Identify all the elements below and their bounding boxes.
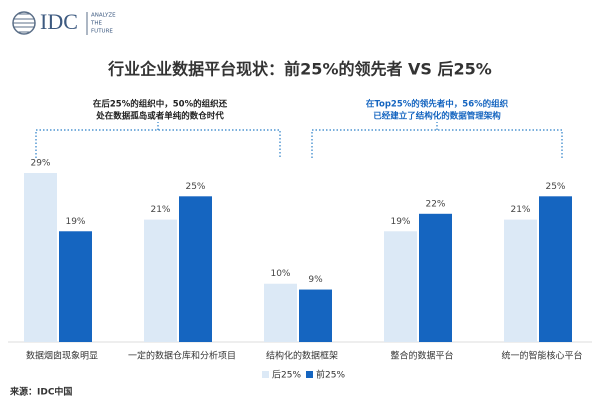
x-tick-label: 数据烟囱现象明显: [26, 350, 98, 362]
bar: [384, 231, 417, 342]
x-tick-label: 整合的数据平台: [390, 350, 453, 362]
legend-label: 前25%: [316, 369, 345, 381]
logo-lines: [13, 13, 35, 33]
bracket: [311, 122, 563, 158]
logo-tagline: ANALYZE: [91, 13, 116, 19]
annotation: 在Top25%的领先者中，56%的组织: [366, 99, 509, 110]
legend-swatch: [306, 371, 313, 378]
annotation: 处在数据孤岛或者单纯的数仓时代: [95, 111, 224, 122]
logo-text: IDC: [40, 9, 78, 34]
legend-swatch: [262, 371, 269, 378]
value-label: 22%: [425, 199, 445, 209]
bar: [59, 231, 92, 342]
bar: [24, 173, 57, 342]
value-label: 25%: [545, 182, 565, 192]
x-tick-label: 统一的智能核心平台: [501, 350, 582, 362]
bar: [179, 196, 212, 342]
bar: [264, 283, 297, 342]
value-label: 21%: [150, 205, 170, 215]
logo: IDC ANALYZE THE FUTURE: [12, 9, 116, 35]
logo-tagline: FUTURE: [91, 29, 113, 35]
x-tick-label: 一定的数据仓库和分析项目: [128, 350, 236, 362]
source: 来源：IDC中国: [9, 386, 72, 398]
x-tick-label: 结构化的数据框架: [266, 350, 338, 362]
value-label: 19%: [65, 217, 85, 227]
annotation: 在后25%的组织中，50%的组织还: [93, 99, 228, 110]
value-label: 29%: [30, 159, 50, 169]
value-label: 10%: [270, 269, 290, 279]
bar: [539, 196, 572, 342]
legend-label: 后25%: [272, 370, 301, 381]
value-label: 9%: [308, 275, 323, 285]
logo-tagline: THE: [90, 21, 102, 27]
bar: [504, 219, 537, 342]
value-label: 21%: [510, 205, 530, 215]
bar: [299, 289, 332, 342]
bar: [419, 213, 452, 342]
chart-title: 行业企业数据平台现状：前25%的领先者 VS 后25%: [107, 60, 492, 79]
bracket: [35, 122, 281, 158]
annotation: 已经建立了结构化的数据管理架构: [373, 111, 501, 122]
value-label: 19%: [390, 217, 410, 227]
value-label: 25%: [185, 182, 205, 192]
bar: [144, 219, 177, 342]
